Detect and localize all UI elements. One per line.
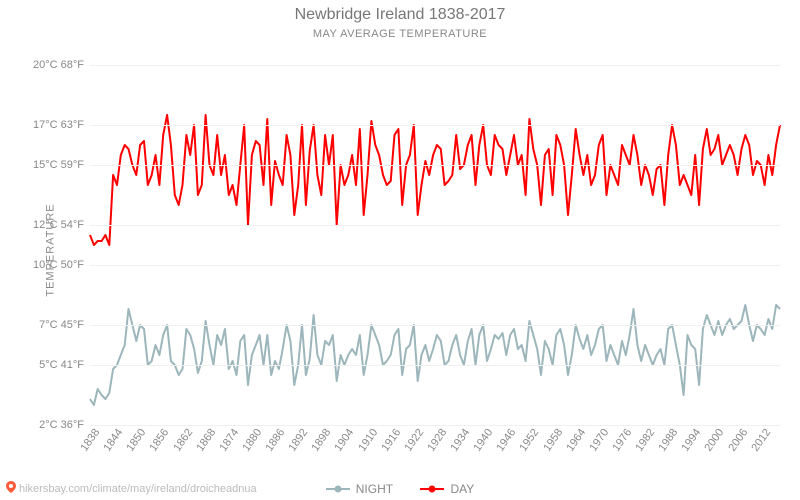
x-tick-label: 1850 [122, 425, 148, 454]
y-tick-label: 10°C 50°F [33, 259, 90, 271]
x-tick-label: 1934 [446, 425, 472, 454]
grid-line [90, 365, 780, 366]
chart-subtitle: MAY AVERAGE TEMPERATURE [0, 28, 800, 40]
y-axis-label: TEMPERATURE [45, 203, 57, 296]
x-tick-label: 1988 [654, 425, 680, 454]
x-tick-label: 1910 [353, 425, 379, 454]
map-pin-icon [6, 481, 16, 496]
x-tick-label: 1862 [168, 425, 194, 454]
line-series-svg [90, 45, 780, 425]
legend-label-day: DAY [450, 482, 474, 496]
x-tick-label: 2000 [700, 425, 726, 454]
series-line-night [90, 305, 780, 405]
legend-item-night: NIGHT [326, 482, 393, 496]
x-tick-label: 1886 [261, 425, 287, 454]
x-tick-label: 1964 [562, 425, 588, 454]
grid-line [90, 65, 780, 66]
x-tick-label: 1928 [423, 425, 449, 454]
x-tick-label: 1976 [608, 425, 634, 454]
grid-line [90, 225, 780, 226]
y-tick-label: 7°C 45°F [39, 319, 90, 331]
plot-area: 2°C 36°F5°C 41°F7°C 45°F10°C 50°F12°C 54… [90, 45, 780, 425]
x-tick-label: 1844 [99, 425, 125, 454]
x-tick-label: 2006 [724, 425, 750, 454]
x-tick-label: 1922 [400, 425, 426, 454]
x-tick-label: 1994 [677, 425, 703, 454]
y-tick-label: 12°C 54°F [33, 219, 90, 231]
x-tick-label: 1856 [145, 425, 171, 454]
temperature-chart: Newbridge Ireland 1838-2017 MAY AVERAGE … [0, 0, 800, 500]
grid-line [90, 325, 780, 326]
x-tick-label: 1946 [492, 425, 518, 454]
x-tick-label: 1874 [215, 425, 241, 454]
grid-line [90, 165, 780, 166]
grid-line [90, 125, 780, 126]
x-tick-label: 1904 [330, 425, 356, 454]
y-tick-label: 15°C 59°F [33, 159, 90, 171]
legend-swatch-night [326, 488, 350, 490]
x-tick-label: 2012 [747, 425, 773, 454]
x-tick-label: 1892 [284, 425, 310, 454]
x-tick-label: 1868 [192, 425, 218, 454]
attribution: hikersbay.com/climate/may/ireland/droich… [6, 481, 257, 496]
x-tick-label: 1970 [585, 425, 611, 454]
legend-label-night: NIGHT [356, 482, 393, 496]
y-tick-label: 5°C 41°F [39, 359, 90, 371]
y-tick-label: 2°C 36°F [39, 419, 90, 431]
x-tick-label: 1898 [307, 425, 333, 454]
y-tick-label: 20°C 68°F [33, 59, 90, 71]
x-tick-label: 1880 [238, 425, 264, 454]
y-tick-label: 17°C 63°F [33, 119, 90, 131]
x-tick-label: 1916 [377, 425, 403, 454]
legend-swatch-day [420, 488, 444, 490]
x-tick-label: 1940 [469, 425, 495, 454]
x-tick-label: 1952 [515, 425, 541, 454]
chart-title: Newbridge Ireland 1838-2017 [0, 6, 800, 24]
x-tick-label: 1958 [539, 425, 565, 454]
attribution-text: hikersbay.com/climate/may/ireland/droich… [19, 483, 257, 495]
grid-line [90, 265, 780, 266]
x-tick-label: 1982 [631, 425, 657, 454]
legend-item-day: DAY [420, 482, 474, 496]
